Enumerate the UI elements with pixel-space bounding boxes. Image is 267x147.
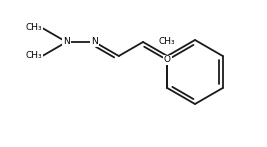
Text: CH₃: CH₃ bbox=[26, 24, 42, 32]
Text: N: N bbox=[63, 37, 70, 46]
Text: N: N bbox=[91, 37, 98, 46]
Text: O: O bbox=[164, 56, 171, 65]
Text: CH₃: CH₃ bbox=[26, 51, 42, 61]
Text: CH₃: CH₃ bbox=[159, 37, 176, 46]
